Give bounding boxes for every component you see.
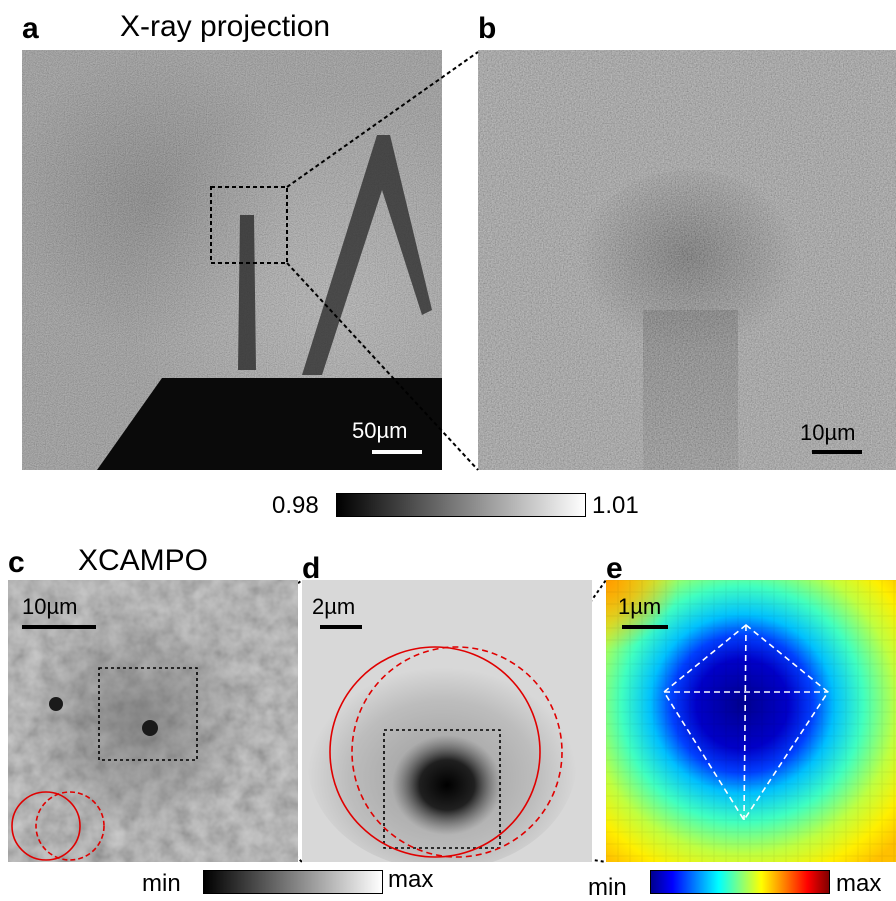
- panel-d-image: 2µm: [302, 580, 592, 862]
- scalebar-e: [622, 625, 668, 629]
- scalebar-e-label: 1µm: [618, 594, 662, 619]
- scalebar-b-label: 10µm: [800, 420, 856, 445]
- scalebar-a-label: 50µm: [352, 418, 408, 443]
- panel-b-image: 10µm: [478, 50, 896, 470]
- circle-solid-c: [11, 791, 81, 861]
- colorbar-bottom-right: [650, 870, 830, 894]
- feature-dot-left: [49, 697, 63, 711]
- scalebar-c: [22, 625, 96, 629]
- panel-label-b: b: [478, 12, 497, 45]
- colorbar-bottom-left: [203, 870, 383, 894]
- zoom-box-d: [383, 729, 501, 849]
- scalebar-c-label: 10µm: [22, 594, 78, 619]
- circle-solid-d: [329, 646, 541, 858]
- scalebar-d-label: 2µm: [312, 594, 356, 619]
- feature-dot-center: [142, 720, 158, 736]
- colorbar-br-max-label: max: [836, 870, 882, 897]
- panel-label-e: e: [606, 552, 623, 585]
- guide-diamond-e: [662, 623, 830, 822]
- colorbar-bl-max-label: max: [388, 866, 434, 893]
- scalebar-b: [812, 450, 862, 454]
- panel-title-c: XCAMPO: [78, 544, 209, 577]
- zoom-box-a: [210, 186, 288, 264]
- colorbar-top: [336, 493, 586, 517]
- scalebar-d: [320, 625, 362, 629]
- colorbar-top-min-label: 0.98: [272, 492, 319, 519]
- panel-label-c: c: [8, 546, 25, 579]
- panel-a-image: 50µm: [22, 50, 442, 470]
- panel-label-a: a: [22, 12, 39, 45]
- zoom-box-c: [98, 667, 198, 761]
- panel-e-image: 1µm: [606, 580, 896, 862]
- holder-shape: [97, 378, 442, 470]
- colorbar-bl-min-label: min: [142, 870, 181, 897]
- panel-title-a: X-ray projection: [120, 10, 331, 43]
- guide-vertical-e: [743, 624, 747, 821]
- colorbar-top-max-label: 1.01: [592, 492, 639, 519]
- rod-shape: [238, 215, 256, 370]
- circle-dashed-c: [35, 791, 105, 861]
- circle-dashed-d: [351, 646, 563, 858]
- colorbar-br-min-label: min: [588, 874, 627, 901]
- scalebar-a: [372, 450, 422, 454]
- panel-c-image: 10µm: [8, 580, 298, 862]
- panel-label-d: d: [302, 552, 321, 585]
